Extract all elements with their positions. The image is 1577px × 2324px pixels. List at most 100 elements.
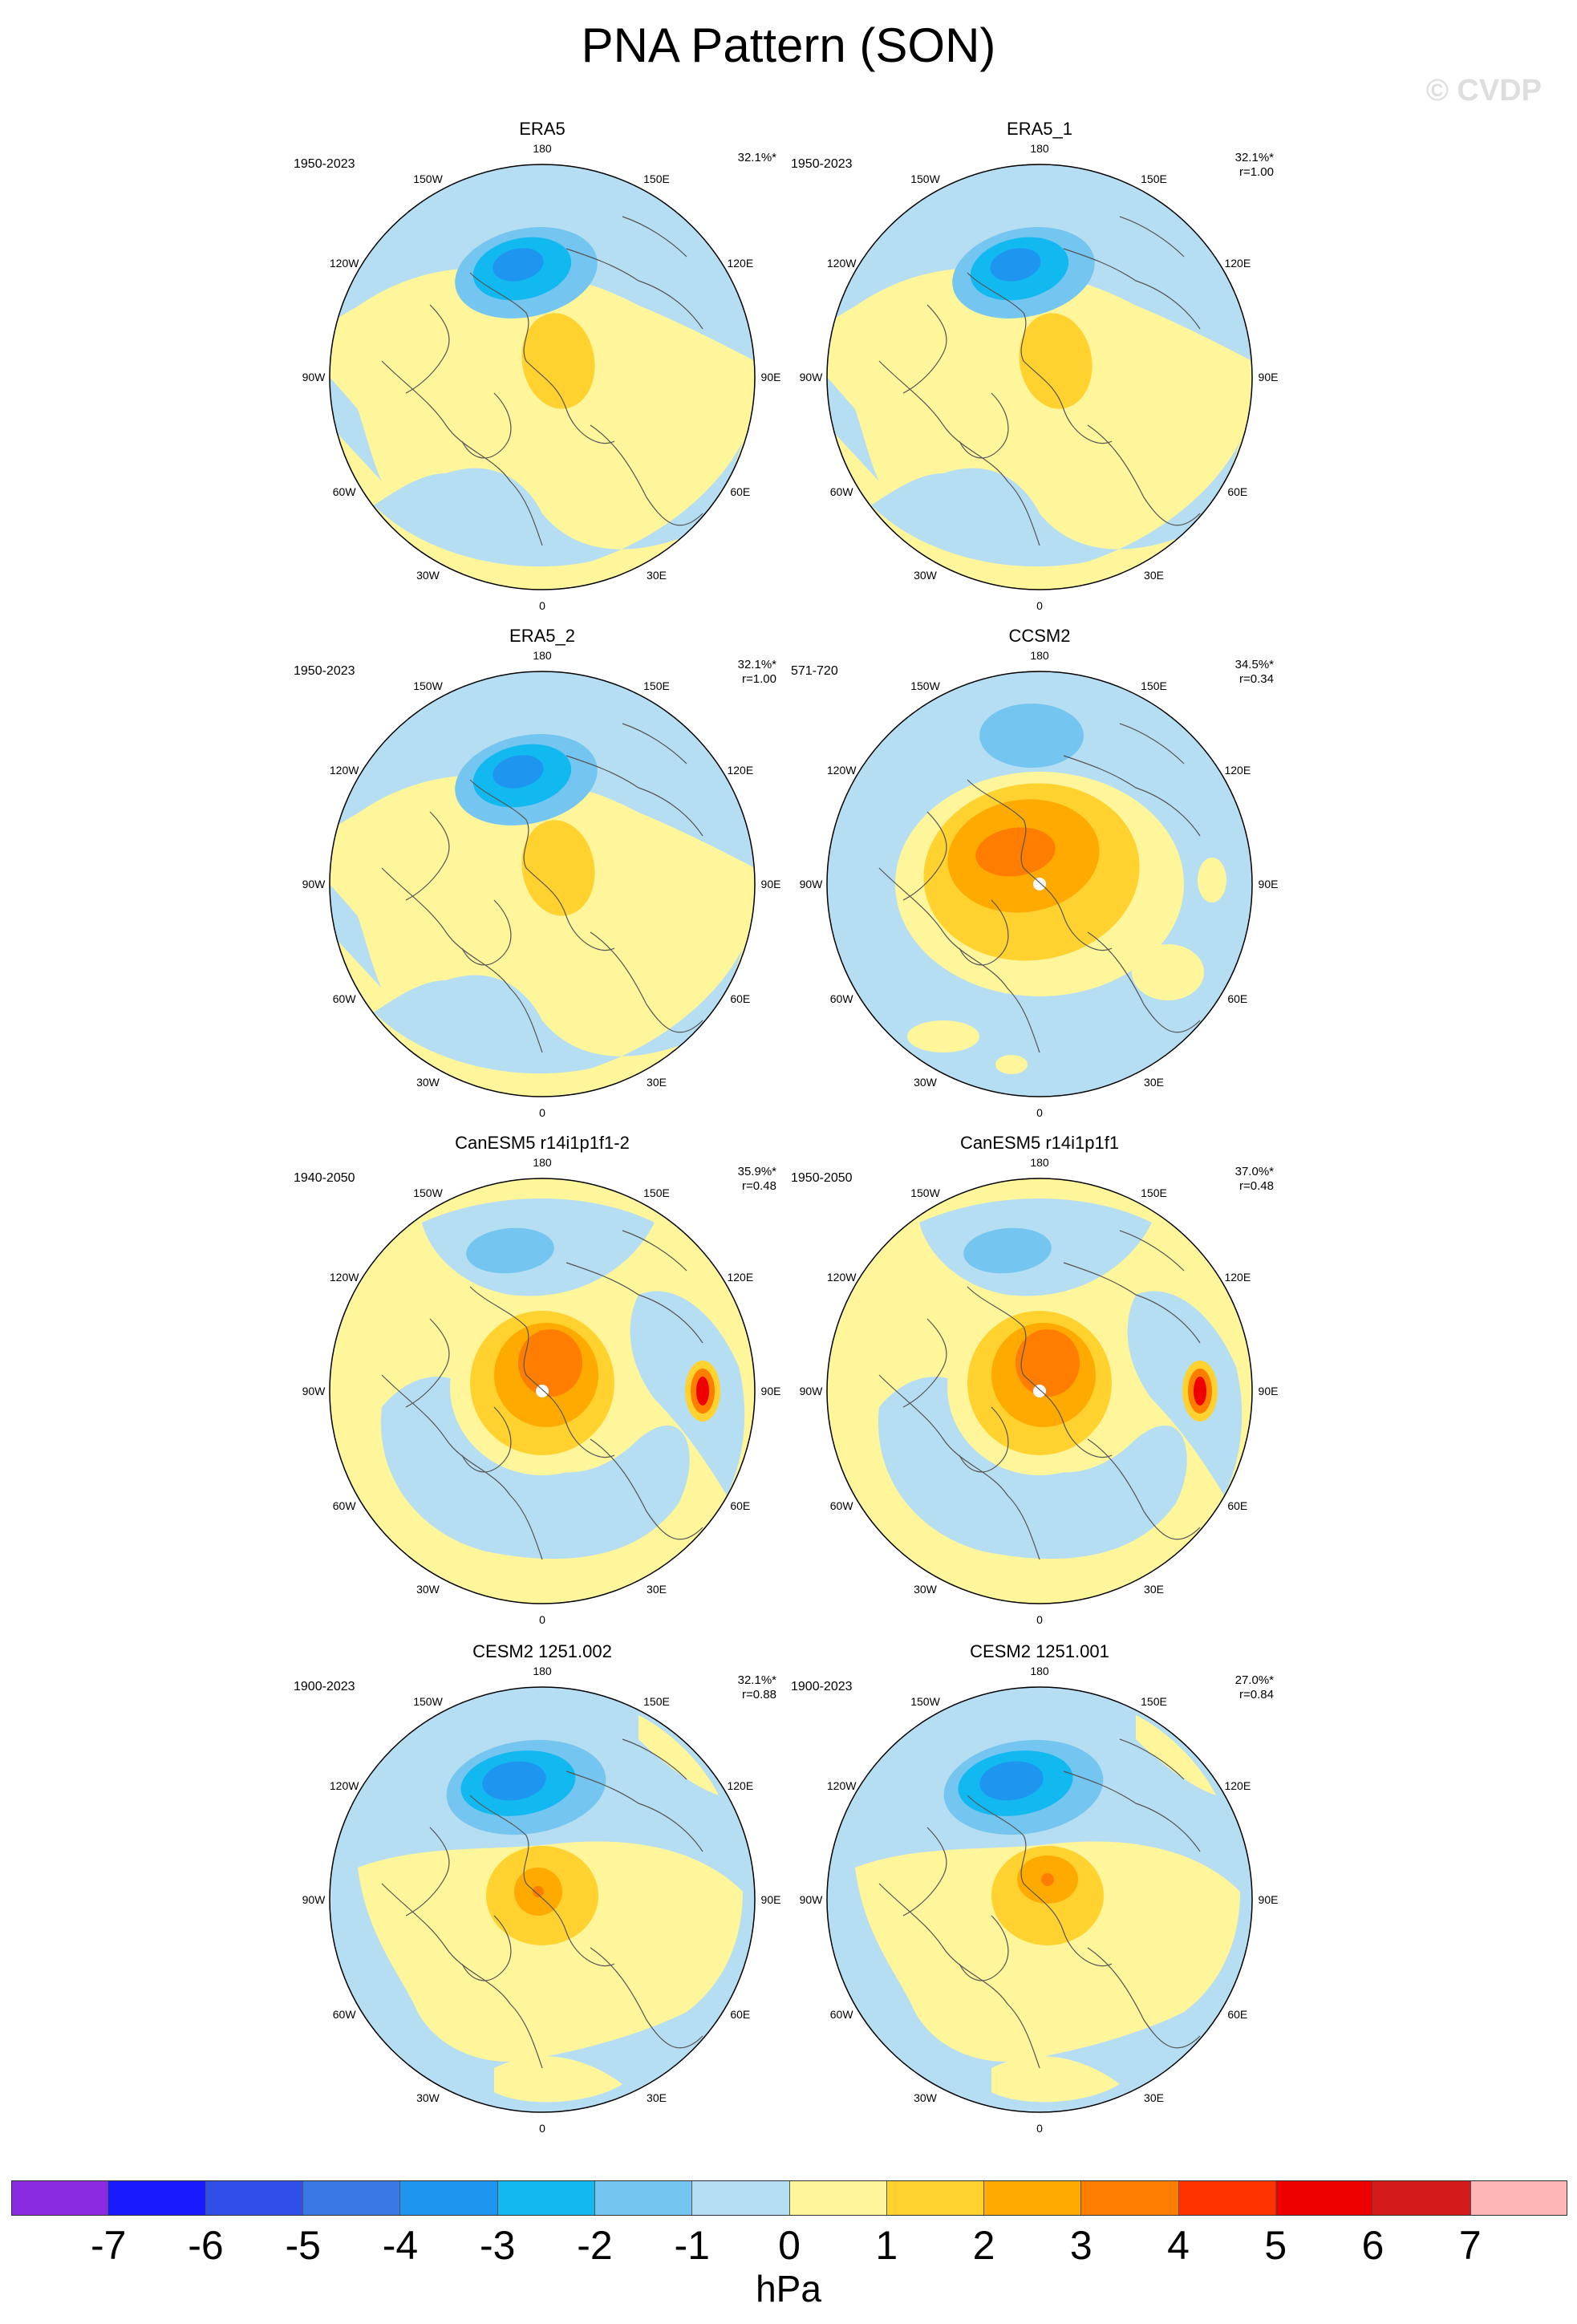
coastline	[622, 1230, 687, 1272]
coastline	[967, 1286, 1113, 1458]
longitude-label: 150W	[910, 172, 940, 186]
longitude-label: 120W	[826, 256, 857, 270]
longitude-label: 30W	[914, 1075, 937, 1089]
longitude-label: 30E	[647, 568, 667, 582]
map-border	[329, 1178, 756, 1604]
contour-region	[1132, 944, 1204, 1000]
coastline	[967, 779, 1113, 951]
contour-region	[521, 820, 595, 916]
longitude-label: 60E	[730, 2007, 751, 2021]
coastline	[878, 360, 1040, 546]
longitude-label: 30W	[416, 2091, 440, 2104]
colorbar-tick-label: 4	[1167, 2223, 1190, 2268]
pattern-correlation: r=0.34	[1239, 672, 1274, 686]
colorbar-tick-label: 1	[875, 2223, 898, 2268]
polar-map	[329, 164, 756, 590]
longitude-label: 150E	[1141, 172, 1167, 186]
contour-region	[358, 1841, 743, 2062]
polar-map	[826, 1686, 1253, 2113]
longitude-label: 90E	[1258, 1893, 1279, 1906]
coastline	[902, 1318, 947, 1408]
contour-region	[1136, 1715, 1216, 1795]
contour-region	[975, 827, 1056, 877]
longitude-label: 180	[1030, 649, 1049, 662]
coastline	[566, 1262, 703, 1344]
colorbar-tick-label: 7	[1458, 2223, 1482, 2268]
panel-years: 571-720	[791, 664, 838, 678]
longitude-label: 150E	[643, 679, 670, 693]
longitude-label: 30E	[647, 1075, 667, 1089]
contour-region	[639, 1715, 719, 1795]
pattern-correlation: r=0.88	[742, 1688, 776, 1701]
contour-region	[466, 1227, 554, 1274]
longitude-label: 150E	[1141, 679, 1167, 693]
colorbar-tick-label: 0	[778, 2223, 801, 2268]
coastline	[405, 1318, 450, 1408]
pattern-correlation: r=1.00	[742, 672, 776, 686]
longitude-label: 60W	[829, 992, 853, 1005]
coastline	[590, 1947, 703, 2049]
colorbar-swatch	[789, 2180, 887, 2216]
map-panel: CESM2 1251.001 1900-2023 27.0%* r=0.84 180 15…	[759, 1641, 1320, 2139]
panel-years: 1940-2050	[294, 1171, 355, 1185]
colorbar-tick-label: -4	[382, 2223, 419, 2268]
longitude-label: 60W	[332, 2007, 356, 2021]
colorbar-swatch	[497, 2180, 595, 2216]
variance-explained: 34.5%*	[1234, 658, 1274, 671]
longitude-label: 30E	[1144, 2091, 1164, 2104]
longitude-label: 120W	[329, 256, 359, 270]
longitude-label: 150E	[1141, 1186, 1167, 1200]
coastline	[1063, 248, 1201, 330]
longitude-label: 180	[533, 1156, 552, 1169]
contour-region	[1033, 878, 1046, 890]
longitude-label: 30E	[1144, 1582, 1164, 1596]
contour-region	[332, 271, 727, 517]
colorbar-swatch	[400, 2180, 498, 2216]
polar-map	[329, 1686, 756, 2113]
contour-region	[330, 377, 382, 481]
colorbar-tick-label: -2	[577, 2223, 613, 2268]
colorbar-swatch	[11, 2180, 109, 2216]
colorbar-swatch	[1081, 2180, 1179, 2216]
longitude-label: 60E	[730, 992, 751, 1005]
map-panel: CanESM5 r14i1p1f1-2 1940-2050 35.9%* r=0.48…	[261, 1133, 823, 1630]
coastline	[461, 1915, 512, 1981]
contour-region	[991, 2056, 1120, 2103]
longitude-label: 60E	[1227, 992, 1248, 1005]
contour-region	[1198, 858, 1226, 902]
longitude-label: 150W	[413, 679, 443, 693]
longitude-label: 60W	[829, 2007, 853, 2021]
panel-stats: 32.1%* r=0.88	[672, 1673, 776, 1702]
map-border	[826, 1686, 1253, 2113]
contour-region	[990, 248, 1041, 282]
contour-region	[979, 1761, 1044, 1801]
longitude-label: 90W	[799, 371, 823, 383]
colorbar-tick-label: 3	[1069, 2223, 1093, 2268]
coastline	[405, 304, 450, 394]
panel-title: ERA5_1	[1007, 119, 1072, 139]
variance-explained: 32.1%*	[737, 151, 776, 164]
coastline	[461, 899, 512, 966]
contour-region	[855, 1841, 1240, 2062]
coastline	[878, 867, 1040, 1053]
contour-region	[696, 1377, 709, 1405]
contour-region	[1041, 1873, 1054, 1886]
longitude-label: 180	[1030, 142, 1049, 155]
longitude-label: 0	[539, 2122, 545, 2135]
panel-stats: 37.0%* r=0.48	[1170, 1165, 1274, 1194]
panel-title: CESM2 1251.001	[970, 1641, 1109, 1661]
colorbar-swatch	[886, 2180, 985, 2216]
colorbar-tick-label: 5	[1264, 2223, 1287, 2268]
map-panel: ERA5_1 1950-2023 32.1%* r=1.00 180 150E 120E 90…	[759, 119, 1320, 616]
map-border	[329, 1686, 756, 2113]
coastline	[1119, 216, 1185, 258]
longitude-label: 150E	[643, 1695, 670, 1709]
map-border	[826, 164, 1253, 590]
coastline	[1087, 931, 1201, 1033]
longitude-label: 120W	[826, 1270, 857, 1284]
longitude-label: 180	[533, 649, 552, 662]
coastline	[381, 867, 543, 1053]
longitude-label: 120E	[727, 763, 754, 777]
longitude-label: 60W	[332, 485, 356, 498]
longitude-label: 0	[539, 599, 545, 612]
